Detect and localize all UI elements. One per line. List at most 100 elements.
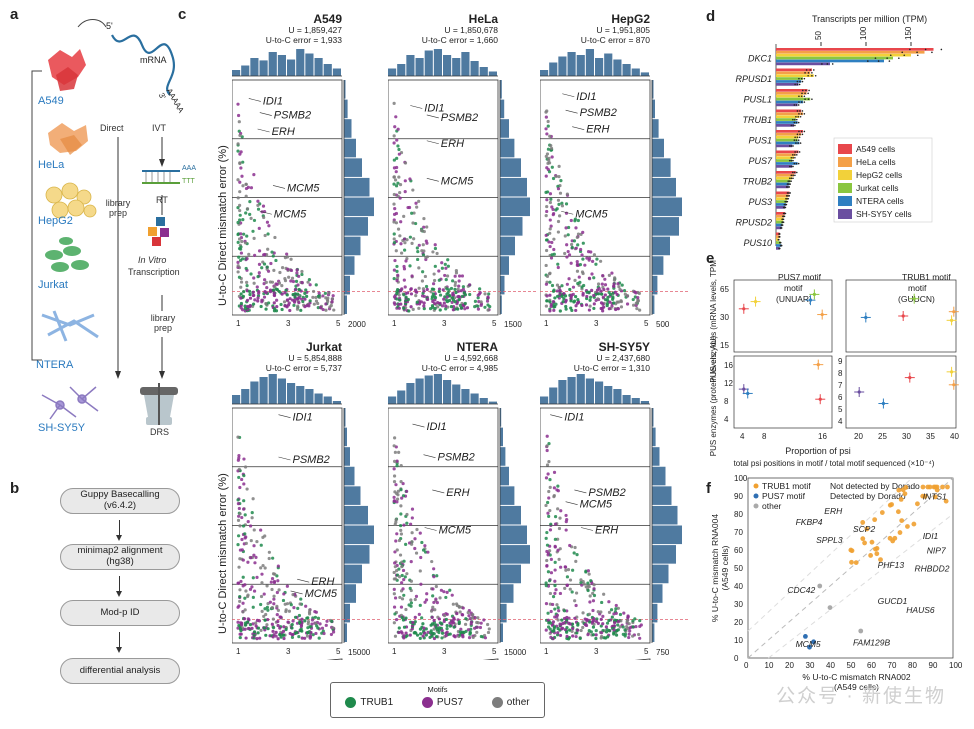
curved-arrow xyxy=(77,19,107,28)
replicate-dot xyxy=(811,72,813,74)
data-point xyxy=(420,616,424,620)
data-point xyxy=(471,612,475,617)
data-point xyxy=(589,295,593,299)
a549-cell-icon xyxy=(48,49,86,91)
data-point xyxy=(556,230,560,234)
data-point xyxy=(475,620,479,625)
data-point xyxy=(261,204,266,208)
top-hist-bar xyxy=(388,68,397,76)
data-point xyxy=(260,609,264,613)
data-point xyxy=(560,627,564,631)
replicate-dot xyxy=(798,113,800,115)
data-point xyxy=(422,631,427,635)
data-point xyxy=(549,302,553,306)
data-point xyxy=(602,288,606,292)
bar xyxy=(776,182,790,186)
replicate-dot xyxy=(795,104,798,106)
data-point xyxy=(565,282,569,286)
data-point xyxy=(557,526,562,531)
legend-label: Jurkat cells xyxy=(856,183,899,193)
data-point xyxy=(285,584,289,588)
data-point xyxy=(267,224,271,228)
data-point xyxy=(606,295,610,299)
x-tick-label: 3 xyxy=(442,647,447,656)
data-point xyxy=(237,275,242,279)
data-point xyxy=(591,608,595,613)
data-point xyxy=(571,285,576,289)
bar xyxy=(776,83,799,86)
data-point xyxy=(414,201,418,205)
data-point xyxy=(392,202,396,206)
data-point xyxy=(249,216,253,221)
ref-line xyxy=(768,513,954,659)
data-point xyxy=(311,289,316,294)
data-point xyxy=(567,225,571,230)
data-point xyxy=(564,304,568,309)
data-point xyxy=(634,301,638,305)
data-point xyxy=(618,612,623,617)
bar xyxy=(776,115,800,119)
data-point xyxy=(415,205,419,209)
replicate-dot xyxy=(805,69,808,71)
data-point xyxy=(254,621,258,625)
data-point xyxy=(450,300,454,305)
legend-swatch xyxy=(838,157,852,167)
data-point xyxy=(603,277,607,281)
right-hist-bar xyxy=(500,505,521,525)
gene-label: RHBDD2 xyxy=(915,564,950,574)
gene-label: PSMB2 xyxy=(441,112,478,124)
replicate-dot xyxy=(792,154,794,156)
top-hist-bar xyxy=(415,58,424,76)
replicate-dot xyxy=(795,171,798,174)
data-point xyxy=(392,467,396,471)
data-point xyxy=(920,493,926,499)
x-axis-label: Proportion of psi xyxy=(785,446,851,456)
data-point xyxy=(404,631,408,635)
gene-label: HAUS6 xyxy=(906,605,935,615)
data-point xyxy=(587,612,592,616)
data-point xyxy=(857,390,861,394)
data-point xyxy=(603,283,608,287)
bar xyxy=(776,94,803,98)
data-point xyxy=(548,280,552,284)
data-point xyxy=(271,635,275,639)
data-point xyxy=(280,266,285,270)
bar xyxy=(776,165,793,168)
data-point xyxy=(445,295,449,299)
replicate-dot xyxy=(798,95,800,98)
data-point xyxy=(246,520,250,524)
data-point xyxy=(309,630,313,635)
data-point xyxy=(262,295,267,299)
replicate-dot xyxy=(797,139,800,141)
top-hist-bar xyxy=(287,383,296,404)
data-point xyxy=(239,285,243,289)
data-point xyxy=(458,630,462,634)
data-point xyxy=(393,550,397,554)
data-point xyxy=(269,261,273,266)
replicate-dot xyxy=(800,101,803,103)
data-point xyxy=(299,627,303,631)
panel-label-e: e xyxy=(706,250,715,267)
gene-label: NIP7 xyxy=(927,546,946,556)
data-point xyxy=(275,613,279,617)
data-point xyxy=(238,627,242,631)
y-tick-label: 8 xyxy=(838,369,843,378)
data-point xyxy=(544,248,549,253)
data-point xyxy=(548,528,553,532)
gene-label: MCM5 xyxy=(575,208,608,220)
data-point xyxy=(393,612,397,616)
data-point xyxy=(878,557,883,563)
data-point xyxy=(444,634,448,638)
data-point xyxy=(568,628,572,632)
top-hist-bar xyxy=(323,396,332,404)
data-point xyxy=(415,527,419,532)
gene-label: MCM5 xyxy=(439,525,472,537)
data-point xyxy=(553,537,557,541)
data-point xyxy=(296,283,300,287)
replicate-dot xyxy=(811,98,813,100)
data-point xyxy=(412,237,416,241)
data-point xyxy=(392,268,396,272)
data-point xyxy=(286,267,290,271)
data-point xyxy=(434,597,438,601)
